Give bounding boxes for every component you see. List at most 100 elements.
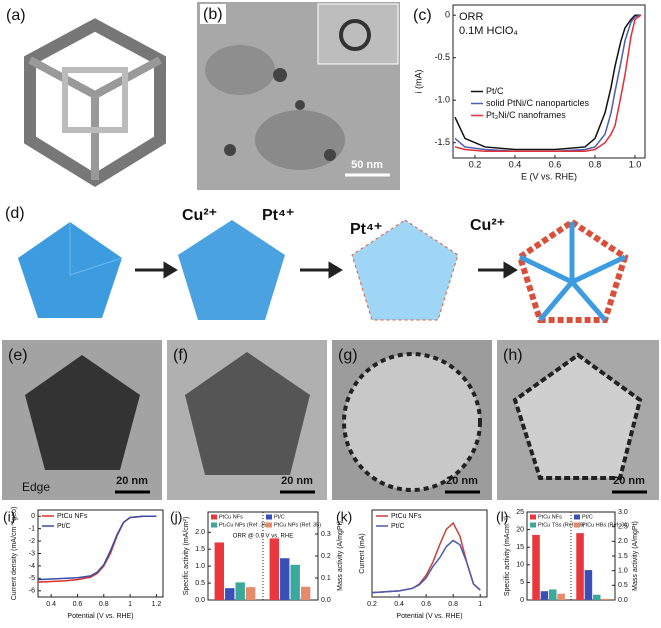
legend-swatch — [574, 522, 580, 528]
legend-swatch — [574, 514, 580, 520]
bar — [245, 587, 256, 600]
legend-swatch — [530, 514, 536, 520]
nanoframe — [512, 352, 643, 480]
bar — [300, 586, 311, 600]
annotation: Edge — [22, 480, 50, 494]
plot-frame — [452, 4, 646, 159]
bar — [269, 538, 280, 600]
y-tick-label: 3.0 — [618, 509, 628, 516]
y-tick-label: 1.0 — [195, 563, 205, 570]
y-tick-label: 0 — [520, 597, 524, 604]
panel-label: (k) — [336, 509, 352, 525]
scale-bar-label: 20 nm — [613, 475, 645, 487]
bar — [532, 534, 540, 600]
ion-label: Cu²⁺ — [470, 217, 505, 234]
label-box — [200, 4, 226, 24]
panel-label: (b) — [203, 6, 223, 23]
scale-bar-label: 20 nm — [116, 475, 148, 487]
y-tick-label: 0.0 — [321, 597, 331, 604]
y-tick-label: 2.0 — [195, 529, 205, 536]
y-tick-label: -3 — [29, 550, 35, 557]
panel-h: (h) 20 nm — [497, 340, 659, 500]
ion-label: Cu²⁺ — [182, 207, 217, 224]
particle — [224, 144, 236, 156]
legend-swatch — [211, 522, 217, 528]
y-tick-label: 0.0 — [195, 597, 205, 604]
panel-label: (l) — [496, 509, 508, 525]
x-tick-label: 0.2 — [469, 159, 482, 169]
y-tick-label: -5 — [29, 575, 35, 582]
x-tick-label: 1.2 — [152, 601, 162, 608]
y-tick-label: -1.0 — [434, 95, 450, 105]
frame-edge — [570, 280, 607, 322]
y2-axis-label: Mass activity (A/mgPt) — [632, 521, 639, 591]
scale-bar-label: 20 nm — [446, 475, 478, 487]
panel-label: (e) — [8, 347, 28, 364]
legend-label: PtCu HBs (Ref. 36) — [582, 522, 629, 528]
x-tick-label: 0.6 — [73, 601, 83, 608]
panel-label: (i) — [3, 509, 15, 525]
y-tick-label: 0 — [445, 10, 450, 20]
annotation: 0.1M HClO₄ — [459, 25, 518, 37]
x-axis-label: Potential (V vs. RHE) — [67, 613, 133, 620]
line — [371, 539, 481, 594]
y-tick-label: 2.0 — [618, 538, 628, 545]
line — [454, 14, 642, 152]
y-axis-label: Specific activity (mA/cm²) — [183, 517, 190, 596]
x-tick-label: 0.2 — [367, 601, 377, 608]
arrows — [135, 261, 518, 279]
line — [454, 14, 641, 151]
panel-d: (d) Cu²⁺ Pt⁴⁺ Pt⁴⁺ Cu²⁺ — [5, 205, 629, 323]
panel-label: (f) — [173, 347, 188, 364]
particle — [255, 110, 345, 170]
legend-label: PtCu NFs — [219, 514, 243, 520]
legend-label: Pt/C — [274, 514, 285, 520]
particle — [25, 355, 140, 470]
inset — [317, 3, 399, 65]
bar — [235, 582, 245, 600]
bar — [290, 564, 300, 600]
y-tick-label: 2.5 — [618, 524, 628, 531]
y-tick-label: 0.3 — [321, 531, 331, 538]
panel-label: (h) — [503, 347, 523, 364]
y-tick-label: 25 — [516, 509, 524, 516]
y-tick-label: 0 — [31, 513, 35, 520]
frame-edge — [28, 56, 162, 100]
x-tick-label: 0.6 — [421, 601, 431, 608]
panel-b: (b) 50 nm — [197, 2, 400, 190]
y-tick-label: 0.0 — [618, 597, 628, 604]
bar — [540, 591, 549, 600]
particle — [273, 68, 287, 82]
bar — [280, 558, 290, 600]
y-tick-label: -1 — [29, 525, 35, 532]
nanoframe — [516, 218, 629, 323]
y2-axis-label: Mass activity (A/mgPt) — [337, 521, 344, 591]
y-tick-label: -1.5 — [434, 137, 450, 147]
panel-g: (g) 20 nm — [332, 340, 492, 500]
frame-edge — [62, 67, 128, 133]
panel-label: (j) — [170, 509, 182, 525]
x-tick-label: 0.4 — [46, 601, 56, 608]
panel-a: (a) — [6, 7, 166, 188]
annotation: ORR @ 0.9 V vs. RHE — [233, 534, 293, 540]
legend-label: Pt₃Ni/C nanoframes — [486, 110, 566, 120]
ion-label: Pt⁴⁺ — [262, 207, 294, 224]
y-tick-label: -6 — [29, 588, 35, 595]
x-axis-label: Potential (V vs. RHE) — [396, 613, 462, 620]
legend-label: Pt/C — [486, 86, 504, 96]
legend-label: PtCu NFs — [57, 513, 88, 520]
x-tick-label: 0.8 — [448, 601, 458, 608]
x-tick-label: 1.0 — [629, 159, 642, 169]
arrow-head — [328, 261, 343, 279]
legend-swatch — [266, 514, 272, 520]
x-axis-label: E (V vs. RHE) — [521, 171, 577, 181]
bar — [549, 589, 557, 600]
panel-f: (f) 20 nm — [167, 340, 327, 500]
particle — [324, 149, 336, 161]
nanoframe — [342, 352, 482, 492]
legend-label: Pt/C — [582, 514, 593, 520]
y-axis-label: Current density (mA/cm⁻²geo) — [11, 507, 18, 601]
legend-label: solid PtNi/C nanoparticles — [486, 98, 590, 108]
legend-swatch — [530, 522, 536, 528]
